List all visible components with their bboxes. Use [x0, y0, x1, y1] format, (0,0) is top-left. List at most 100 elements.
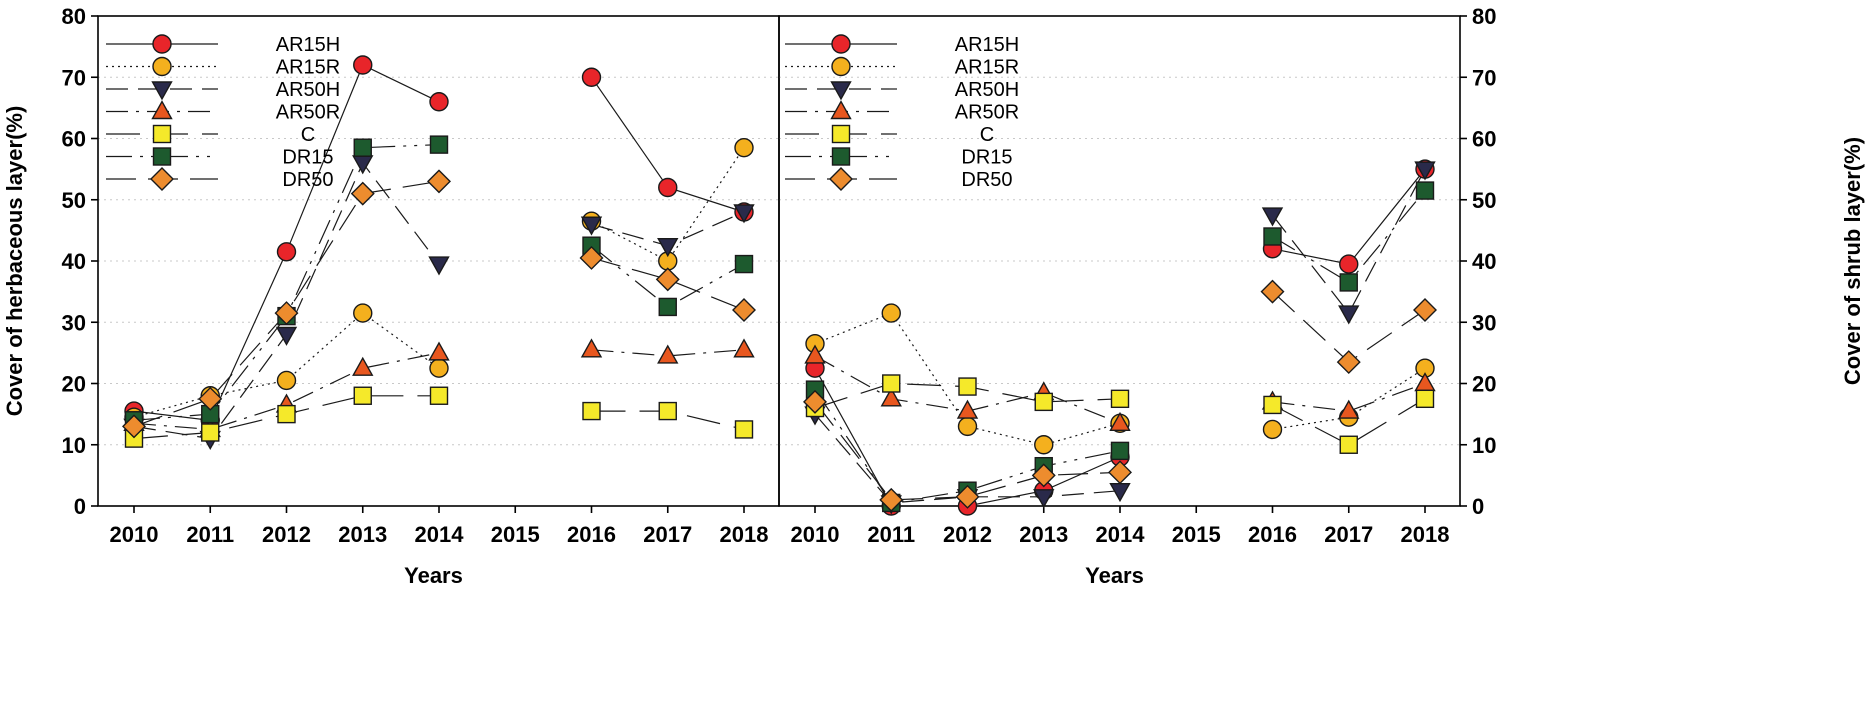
point-dr15	[1339, 273, 1358, 292]
series-line-ar15r	[1272, 367, 1426, 430]
series-line-dr50	[814, 401, 1121, 501]
point-ar15r	[1262, 419, 1283, 440]
legend-marker-ar15h	[152, 34, 172, 54]
legend-marker-ar50h	[830, 81, 852, 101]
point-ar15r	[881, 303, 901, 323]
point-dr15	[1263, 227, 1282, 246]
x-tick-label: 2011	[186, 522, 234, 547]
x-tick-label: 2014	[415, 522, 465, 547]
y-tick-label: 30	[62, 310, 86, 335]
y-axis-title: Cover of shrub layer(%)	[1840, 137, 1865, 385]
legend-marker-dr15	[831, 147, 851, 166]
point-ar50r	[580, 338, 603, 358]
x-axis-title: Years	[1085, 563, 1144, 588]
legend-label: DR15	[961, 147, 1012, 169]
legend-marker-c	[831, 124, 851, 144]
point-ar15r	[957, 416, 978, 437]
point-ar50h	[428, 256, 450, 276]
point-ar50h	[1109, 482, 1131, 503]
point-dr15	[1415, 181, 1435, 200]
x-tick-label: 2018	[720, 522, 769, 547]
x-tick-label: 2016	[1248, 522, 1297, 547]
point-c	[734, 420, 754, 439]
point-ar50h	[657, 237, 679, 258]
point-dr50	[350, 181, 375, 206]
x-tick-label: 2017	[643, 522, 692, 547]
legend-marker-c	[152, 124, 172, 144]
point-ar50h	[352, 155, 374, 175]
point-dr50	[879, 487, 904, 512]
point-ar50r	[1338, 399, 1360, 419]
legend-label: AR15R	[955, 57, 1019, 79]
x-tick-label: 2012	[262, 522, 311, 547]
y-tick-label: 60	[1472, 127, 1496, 152]
x-tick-label: 2016	[567, 522, 616, 547]
y-tick-label: 70	[62, 65, 86, 90]
point-ar15r	[353, 303, 373, 323]
point-ar15r	[429, 358, 449, 378]
point-ar50r	[657, 344, 679, 364]
point-ar15h	[353, 55, 373, 75]
point-c	[882, 374, 901, 393]
point-dr15	[429, 135, 449, 154]
point-c	[1110, 389, 1130, 409]
point-ar50r	[352, 356, 374, 376]
point-ar50r	[804, 344, 826, 364]
point-ar15h	[658, 177, 678, 198]
series-line-ar50r	[133, 352, 440, 431]
point-ar50h	[1414, 161, 1436, 181]
point-ar50r	[880, 387, 902, 407]
point-dr50	[655, 267, 680, 292]
legend-marker-ar15h	[831, 34, 851, 54]
y-tick-label: 60	[62, 127, 86, 152]
series-line-dr15	[133, 144, 440, 421]
point-dr50	[274, 301, 299, 326]
point-ar15h	[429, 92, 449, 112]
legend-marker-ar50r	[830, 100, 852, 120]
panel-herbaceous: 0 10 20 30 40 50 60 70 80 2010 2011 2012 2013 2014 201…	[2, 4, 780, 588]
point-dr15	[1110, 441, 1130, 461]
legend-marker-dr50	[150, 167, 174, 191]
y-tick-label: 30	[1472, 310, 1496, 335]
legend-label: AR50H	[955, 79, 1019, 101]
panel-shrub: 0 10 20 30 40 50 60 70 80 2010 2011 2012 2013 2014 201…	[778, 4, 1865, 588]
legend-marker-ar50r	[151, 100, 173, 120]
y-tick-label: 10	[62, 433, 86, 458]
y-tick-label: 40	[1472, 249, 1496, 274]
legend-marker-dr15	[152, 147, 172, 166]
series-line-ar50r	[591, 349, 745, 357]
point-ar15r	[734, 137, 754, 158]
point-c	[201, 423, 220, 442]
point-ar50r	[733, 338, 755, 358]
legend-label: C	[301, 124, 315, 146]
point-dr50	[1336, 350, 1361, 375]
legend-marker-dr50	[829, 167, 853, 191]
series-line-dr15	[1272, 190, 1426, 284]
point-dr50	[803, 389, 827, 414]
point-ar50h	[580, 216, 603, 236]
point-c	[1339, 435, 1358, 454]
series-line-c	[1272, 398, 1426, 446]
point-ar15h	[276, 242, 297, 262]
point-dr15	[353, 138, 372, 157]
legend-label: AR15H	[276, 34, 340, 56]
x-axis-title: Years	[404, 563, 463, 588]
legend-marker-ar15r	[152, 56, 172, 77]
point-ar50h	[733, 204, 755, 224]
point-ar15r	[276, 370, 297, 391]
y-tick-label: 80	[1472, 4, 1496, 29]
legend-label: DR15	[282, 147, 333, 169]
point-ar50r	[1414, 372, 1436, 392]
point-ar50h	[1033, 489, 1055, 509]
x-tick-label: 2015	[491, 522, 540, 547]
series-line-ar50h	[1272, 168, 1426, 315]
x-tick-label: 2013	[1019, 522, 1068, 547]
x-tick-label: 2017	[1324, 522, 1373, 547]
point-c	[1415, 389, 1435, 409]
point-dr15	[734, 254, 754, 274]
point-dr50	[1413, 298, 1437, 322]
y-tick-label: 20	[62, 372, 86, 397]
